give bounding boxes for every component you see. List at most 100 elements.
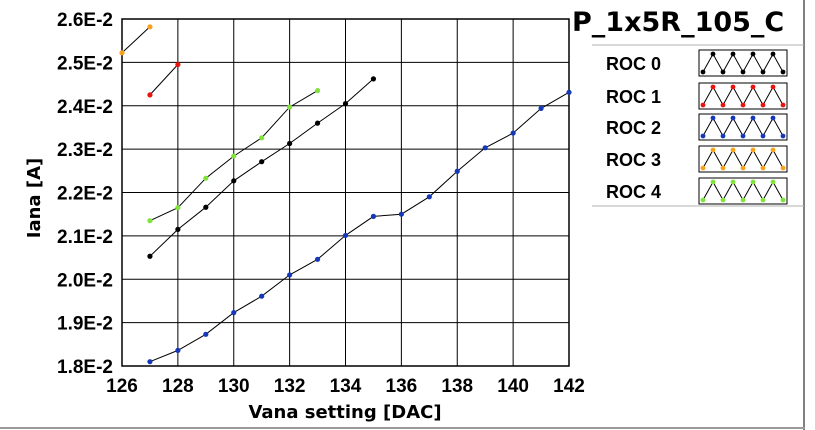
- data-point: [287, 104, 293, 110]
- legend-swatch-marker: [750, 179, 756, 185]
- legend-item: ROC 0: [606, 49, 788, 77]
- legend-swatch-marker: [750, 147, 756, 153]
- series-roc-4: [147, 87, 321, 224]
- x-tick-label: 132: [274, 376, 306, 397]
- legend-swatch-marker: [730, 179, 736, 185]
- y-tick-label: 2.2E-2: [57, 184, 113, 205]
- legend-swatch-marker: [730, 147, 736, 153]
- x-tick-label: 126: [106, 376, 138, 397]
- legend-swatch-marker: [700, 133, 706, 139]
- series-roc-2: [147, 89, 572, 365]
- data-point: [314, 256, 321, 262]
- data-point: [538, 105, 544, 111]
- legend-swatch-marker: [740, 133, 746, 139]
- series-line: [149, 91, 570, 363]
- x-tick-labels: 126 128 130 132 134 136 138 140 142: [106, 376, 585, 397]
- legend-swatch-marker: [730, 51, 736, 57]
- legend: ROC 0 ROC 1 ROC 2 ROC 3 ROC 4: [592, 44, 804, 207]
- data-point: [231, 310, 237, 316]
- legend-swatch-marker: [770, 84, 776, 90]
- legend-swatch-marker: [710, 147, 716, 153]
- legend-swatch-marker: [770, 51, 776, 57]
- legend-swatch-marker: [740, 102, 746, 108]
- x-tick-label: 140: [497, 376, 529, 397]
- data-point: [287, 140, 293, 147]
- series-line: [121, 26, 151, 54]
- legend-swatch-marker: [720, 197, 726, 203]
- x-axis-title: Vana setting [DAC]: [248, 402, 441, 423]
- legend-swatch-marker: [740, 165, 746, 171]
- legend-swatch-marker: [780, 102, 786, 108]
- legend-swatch-marker: [750, 51, 756, 57]
- data-point: [203, 204, 209, 210]
- legend-swatch-marker: [780, 165, 786, 171]
- legend-swatch-marker: [760, 197, 766, 203]
- data-point: [203, 331, 209, 337]
- data-point: [147, 24, 153, 30]
- y-tick-label: 2.3E-2: [57, 140, 113, 161]
- data-point: [342, 100, 349, 107]
- series-roc-1: [147, 61, 181, 98]
- data-point: [231, 178, 237, 184]
- y-tick-label: 2.0E-2: [57, 270, 113, 291]
- series-line: [149, 64, 179, 96]
- x-tick-label: 134: [330, 376, 362, 397]
- data-point: [147, 92, 153, 98]
- y-tick-label: 2.4E-2: [57, 97, 113, 118]
- y-tick-label: 2.5E-2: [57, 53, 113, 74]
- legend-swatch-marker: [780, 69, 786, 75]
- data-point: [342, 232, 349, 239]
- legend-swatch-marker: [740, 197, 746, 203]
- legend-swatch-marker: [760, 102, 766, 108]
- legend-swatch-marker: [700, 102, 706, 108]
- data-point: [426, 194, 432, 200]
- data-point: [259, 293, 265, 299]
- data-point: [175, 347, 181, 353]
- y-tick-label: 2.1E-2: [57, 227, 113, 248]
- series-roc-0: [147, 76, 377, 259]
- legend-label: ROC 3: [606, 150, 661, 170]
- y-tick-label: 2.6E-2: [57, 10, 113, 31]
- data-point: [175, 226, 181, 232]
- data-point: [259, 159, 265, 165]
- data-point: [231, 153, 237, 159]
- data-point: [314, 87, 321, 94]
- legend-swatch-marker: [710, 179, 716, 185]
- legend-label: ROC 4: [606, 182, 661, 202]
- grid-lines: [122, 19, 569, 366]
- legend-swatch-marker: [780, 197, 786, 203]
- data-point: [454, 168, 460, 174]
- legend-swatch-marker: [700, 69, 706, 75]
- legend-swatch-marker: [750, 84, 756, 90]
- legend-item: ROC 2: [606, 113, 788, 141]
- legend-swatch-marker: [710, 51, 716, 57]
- legend-swatch-marker: [760, 69, 766, 75]
- x-tick-label: 128: [162, 376, 194, 397]
- data-point: [175, 61, 181, 68]
- legend-swatch-marker: [770, 147, 776, 153]
- legend-item: ROC 4: [606, 177, 788, 205]
- legend-swatch-marker: [720, 102, 726, 108]
- legend-item: ROC 3: [606, 145, 788, 173]
- y-tick-labels: 1.8E-2 1.9E-2 2.0E-2 2.1E-2 2.2E-2 2.3E-2 2.4E…: [57, 10, 113, 378]
- legend-swatch-marker: [700, 165, 706, 171]
- legend-swatch-marker: [760, 165, 766, 171]
- legend-label: ROC 0: [606, 54, 661, 74]
- legend-label: ROC 2: [606, 118, 661, 138]
- data-point: [287, 272, 293, 278]
- data-point: [119, 50, 125, 56]
- data-point: [370, 213, 377, 219]
- y-axis-title: Iana [A]: [24, 158, 45, 238]
- x-tick-label: 130: [218, 376, 250, 397]
- data-point: [147, 253, 153, 259]
- data-point: [147, 218, 153, 224]
- data-point: [175, 205, 181, 211]
- legend-swatch-marker: [710, 84, 716, 90]
- data-point: [203, 175, 209, 181]
- legend-swatch-marker: [700, 197, 706, 203]
- legend-swatch-marker: [780, 133, 786, 139]
- x-tick-label: 138: [441, 376, 473, 397]
- x-tick-label: 136: [386, 376, 418, 397]
- legend-swatch-marker: [720, 133, 726, 139]
